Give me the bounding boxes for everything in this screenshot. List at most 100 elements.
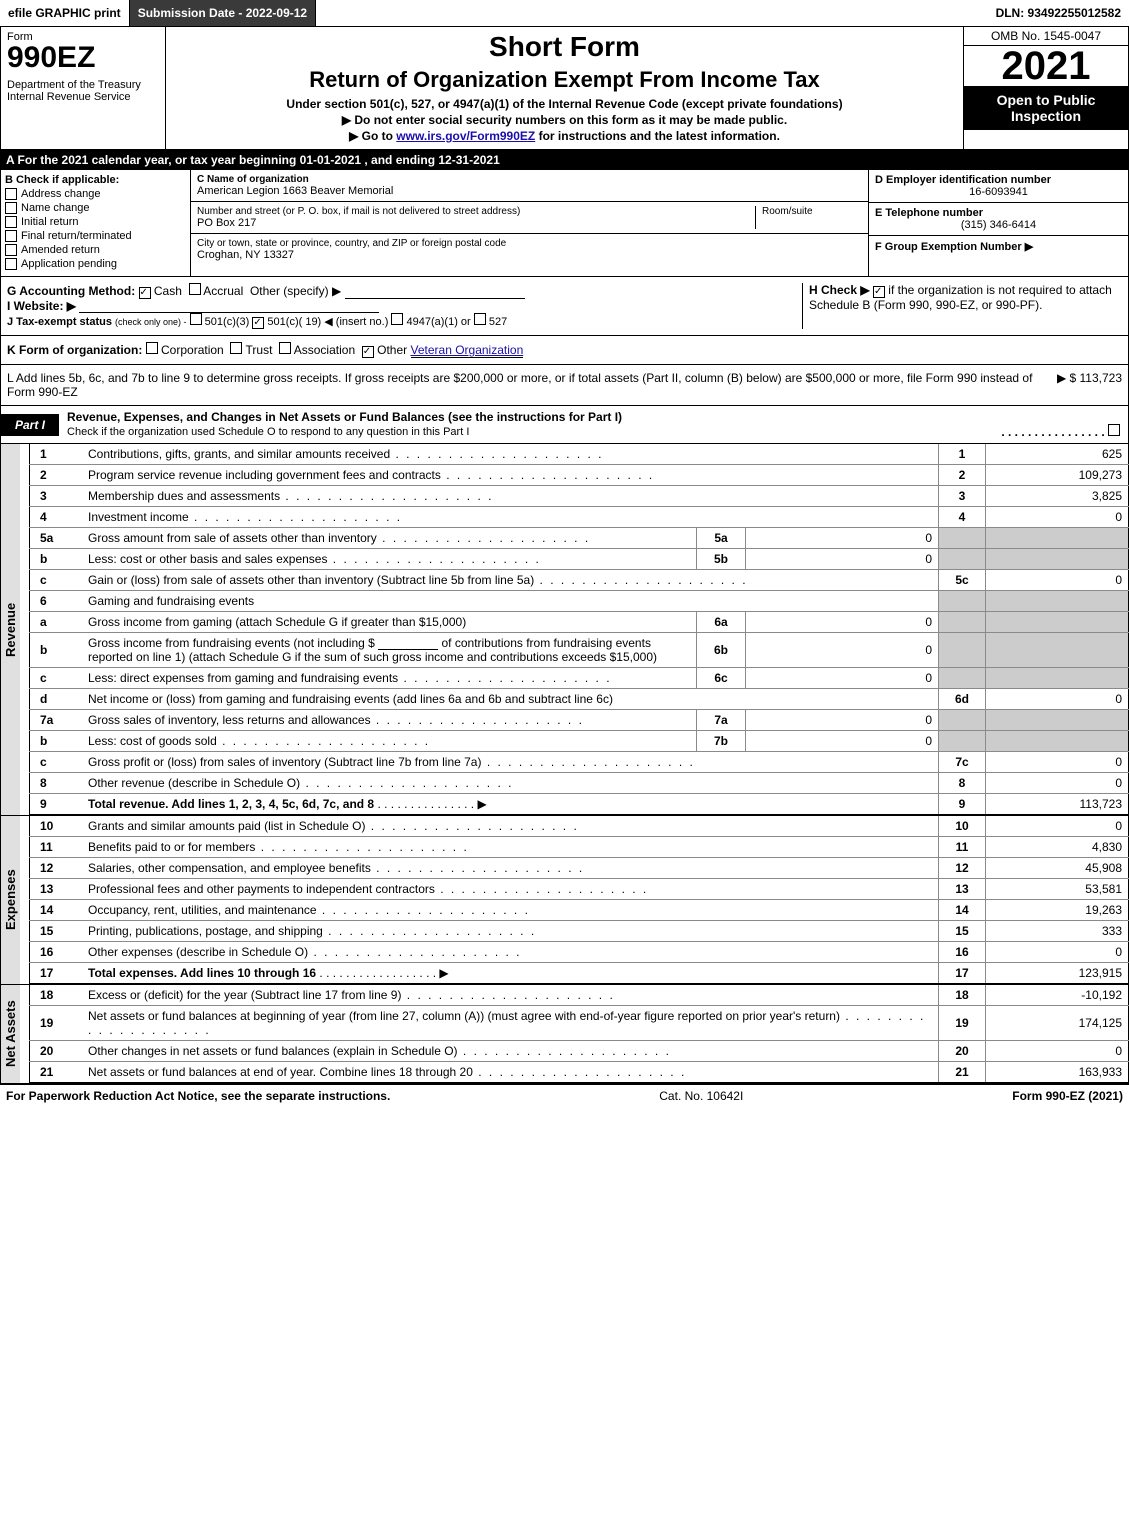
part-1-title: Revenue, Expenses, and Changes in Net As… <box>59 406 1128 443</box>
footer-right: Form 990-EZ (2021) <box>1012 1089 1123 1103</box>
l5a-n: 5a <box>30 528 83 549</box>
l20-n: 20 <box>30 1041 83 1062</box>
l7b-greyamt <box>986 731 1129 752</box>
short-form-title: Short Form <box>170 31 959 63</box>
l20-desc: Other changes in net assets or fund bala… <box>82 1041 939 1062</box>
room-label: Room/suite <box>762 206 862 217</box>
opt-amended: Amended return <box>21 244 100 256</box>
l14-box: 14 <box>939 900 986 921</box>
l3-n: 3 <box>30 486 83 507</box>
l8-desc: Other revenue (describe in Schedule O) <box>82 773 939 794</box>
check-initial-return[interactable] <box>5 216 17 228</box>
l19-amt: 174,125 <box>986 1006 1129 1041</box>
phone: (315) 346-6414 <box>875 219 1122 231</box>
dept-line-2: Internal Revenue Service <box>7 91 159 103</box>
l19-n: 19 <box>30 1006 83 1041</box>
irs-link[interactable]: www.irs.gov/Form990EZ <box>396 129 535 143</box>
k-other-value[interactable]: Veteran Organization <box>411 343 524 358</box>
check-4947[interactable] <box>391 313 403 325</box>
l1-n: 1 <box>30 444 83 465</box>
l5a-desc: Gross amount from sale of assets other t… <box>82 528 697 549</box>
l6a-sub: 6a <box>697 612 746 633</box>
efile-print-button[interactable]: efile GRAPHIC print <box>0 0 130 26</box>
g-other: Other (specify) ▶ <box>250 284 341 298</box>
l6a-subamt: 0 <box>746 612 939 633</box>
check-527[interactable] <box>474 313 486 325</box>
l1-amt: 625 <box>986 444 1129 465</box>
e-label: E Telephone number <box>875 207 1122 219</box>
l6-desc: Gaming and fundraising events <box>82 591 939 612</box>
l12-box: 12 <box>939 858 986 879</box>
section-k: K Form of organization: Corporation Trus… <box>0 336 1129 365</box>
dept-line-1: Department of the Treasury <box>7 79 159 91</box>
opt-initial: Initial return <box>21 216 78 228</box>
street-address: PO Box 217 <box>197 217 755 229</box>
check-app-pending[interactable] <box>5 258 17 270</box>
check-501c3[interactable] <box>190 313 202 325</box>
check-h[interactable] <box>873 286 885 298</box>
l11-desc: Benefits paid to or for members <box>82 837 939 858</box>
k-label: K Form of organization: <box>7 343 142 357</box>
check-501c[interactable] <box>252 317 264 329</box>
l3-amt: 3,825 <box>986 486 1129 507</box>
info-section: B Check if applicable: Address change Na… <box>0 170 1129 277</box>
l7c-n: c <box>30 752 83 773</box>
g-label: G Accounting Method: <box>7 284 135 298</box>
l6b-blank[interactable] <box>378 637 438 650</box>
l9-desc-text: Total revenue. Add lines 1, 2, 3, 4, 5c,… <box>88 797 374 811</box>
form-header: Form 990EZ Department of the Treasury In… <box>0 27 1129 150</box>
l5b-n: b <box>30 549 83 570</box>
k-opt-1: Trust <box>246 343 273 357</box>
l13-n: 13 <box>30 879 83 900</box>
submission-date-button[interactable]: Submission Date - 2022-09-12 <box>130 0 316 26</box>
check-other-k[interactable] <box>362 346 374 358</box>
check-accrual[interactable] <box>189 283 201 295</box>
l4-n: 4 <box>30 507 83 528</box>
c-street-label: Number and street (or P. O. box, if mail… <box>197 206 755 217</box>
check-amended[interactable] <box>5 244 17 256</box>
opt-name: Name change <box>21 202 90 214</box>
l10-amt: 0 <box>986 816 1129 837</box>
expenses-section: Expenses 10Grants and similar amounts pa… <box>0 816 1129 985</box>
l4-amt: 0 <box>986 507 1129 528</box>
check-final-return[interactable] <box>5 230 17 242</box>
opt-pending: Application pending <box>21 258 117 270</box>
subtitle-3-prefix: ▶ Go to <box>349 129 396 143</box>
title-block: Short Form Return of Organization Exempt… <box>166 27 963 149</box>
l15-desc: Printing, publications, postage, and shi… <box>82 921 939 942</box>
f-label: F Group Exemption Number ▶ <box>875 240 1122 253</box>
footer: For Paperwork Reduction Act Notice, see … <box>0 1084 1129 1107</box>
l6b-n: b <box>30 633 83 668</box>
netassets-tab: Net Assets <box>1 985 20 1083</box>
netassets-table: 18Excess or (deficit) for the year (Subt… <box>29 985 1129 1084</box>
l2-n: 2 <box>30 465 83 486</box>
check-address-change[interactable] <box>5 188 17 200</box>
l6-greyamt <box>986 591 1129 612</box>
tax-year: 2021 <box>964 46 1128 86</box>
website-blank[interactable] <box>79 300 379 313</box>
l3-box: 3 <box>939 486 986 507</box>
check-name-change[interactable] <box>5 202 17 214</box>
g-other-blank[interactable] <box>345 286 525 299</box>
l6c-subamt: 0 <box>746 668 939 689</box>
l5c-box: 5c <box>939 570 986 591</box>
l18-box: 18 <box>939 985 986 1006</box>
l6d-box: 6d <box>939 689 986 710</box>
check-trust[interactable] <box>230 342 242 354</box>
c-city-label: City or town, state or province, country… <box>197 238 862 249</box>
j-opt-2: 4947(a)(1) or <box>407 316 471 328</box>
k-opt-0: Corporation <box>161 343 224 357</box>
check-cash[interactable] <box>139 287 151 299</box>
l6b-greyamt <box>986 633 1129 668</box>
d-label: D Employer identification number <box>875 174 1122 186</box>
topbar-spacer <box>316 0 987 26</box>
part1-schedule-o-check[interactable] <box>1108 424 1120 436</box>
l7a-desc: Gross sales of inventory, less returns a… <box>82 710 697 731</box>
check-corp[interactable] <box>146 342 158 354</box>
check-assoc[interactable] <box>279 342 291 354</box>
l19-desc: Net assets or fund balances at beginning… <box>82 1006 939 1041</box>
l12-amt: 45,908 <box>986 858 1129 879</box>
j-note: (check only one) - <box>115 317 187 327</box>
part-1-header: Part I Revenue, Expenses, and Changes in… <box>0 406 1129 444</box>
open-to-public: Open to Public Inspection <box>964 86 1128 130</box>
